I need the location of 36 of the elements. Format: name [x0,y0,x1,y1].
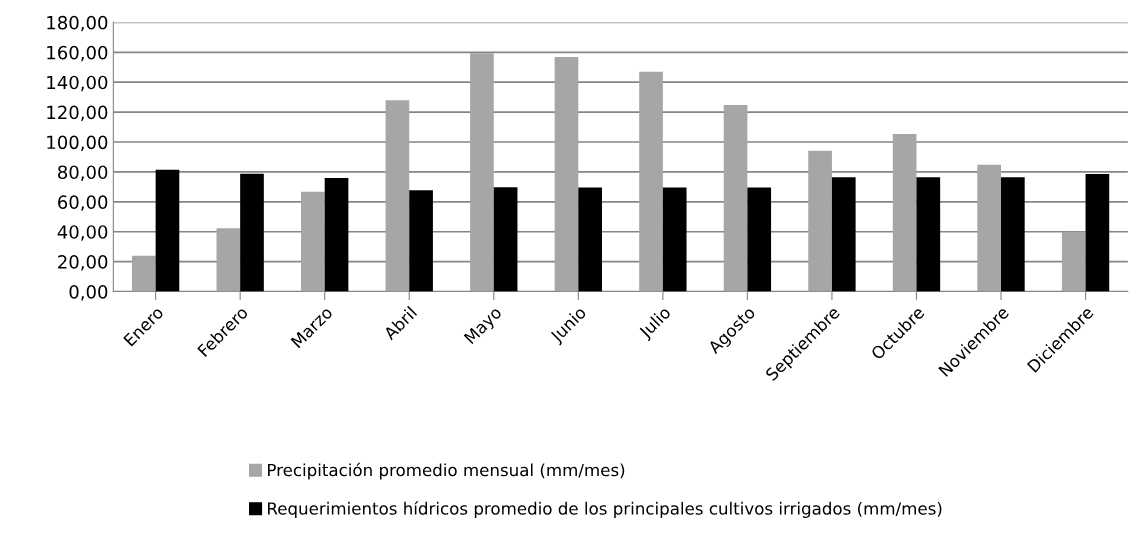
bar [554,56,579,292]
y-tick-label: 160,00 [47,45,108,62]
bar [1085,174,1110,292]
bar [723,104,748,292]
bar [240,173,264,292]
bar [747,187,772,292]
y-tick-label: 20,00 [58,255,108,271]
y-tick-label: 40,00 [57,225,108,241]
y-tick-label: 0,00 [69,285,108,301]
bar [1061,231,1086,292]
bar [1001,177,1025,292]
y-tick-label: 180,00 [47,15,108,32]
y-tick-label: 140,00 [47,75,108,92]
y-tick-label: 100,00 [47,135,108,151]
bar [301,191,325,292]
y-tick-label: 120,00 [47,105,108,122]
bar [662,187,687,292]
legend-label: Requerimientos hídricos promedio de los principales cultivos irrigados (mm/mes) [268,501,942,518]
bar [493,187,518,292]
bar [216,228,241,292]
bar [155,169,180,292]
bar [131,255,156,292]
bar [578,187,602,292]
bar [409,190,433,292]
bar [639,71,663,292]
bar [808,150,832,292]
bar [324,178,349,292]
bar [385,100,410,292]
y-tick-label: 60,00 [58,195,108,211]
legend-label: Precipitación promedio mensual (mm/mes) [268,462,625,480]
bar [892,134,917,292]
y-tick-label: 80,00 [58,165,108,181]
bar [831,177,856,292]
bar [977,164,1002,292]
bar [470,53,494,292]
bar [916,177,941,292]
